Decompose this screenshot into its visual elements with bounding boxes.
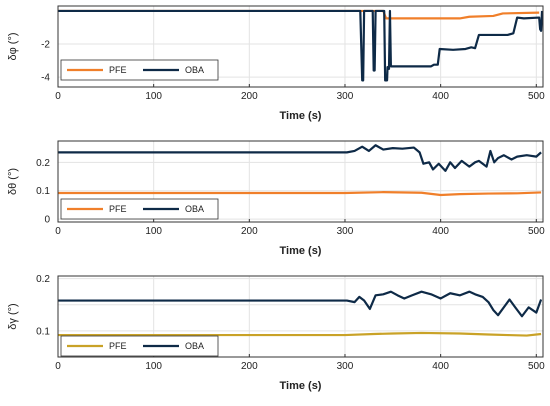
legend-label-oba: OBA <box>185 204 204 214</box>
legend-label-pfe: PFE <box>109 341 127 351</box>
y-tick-label: -2 <box>41 40 50 51</box>
series-line-oba <box>58 290 543 318</box>
x-tick-label: 0 <box>55 226 61 237</box>
series-line-oba <box>58 144 542 172</box>
subplot-1: 0 100 200 300 400 500 -4 -2 Time (s) δφ (°) PFE OBA <box>7 5 545 122</box>
y-tick-label: 0.1 <box>36 186 50 197</box>
axes-frame <box>57 140 544 223</box>
x-tick-label: 0 <box>55 91 61 102</box>
subplot-2: 0 100 200 300 400 500 0 0.1 0.2 Time (s) δθ (°) PFE… <box>7 140 545 257</box>
x-tick-label: 0 <box>55 361 61 372</box>
axes-frame <box>57 275 544 358</box>
y-tick-label: 0.2 <box>36 274 50 285</box>
x-tick-label: 500 <box>528 361 545 372</box>
x-tick-label: 400 <box>432 226 449 237</box>
x-tick-label: 400 <box>432 91 449 102</box>
series-line-oba <box>58 9 543 82</box>
x-axis-label: Time (s) <box>280 245 322 257</box>
legend-label-pfe: PFE <box>109 65 127 75</box>
x-tick-label: 500 <box>528 91 545 102</box>
x-tick-label: 400 <box>432 361 449 372</box>
subplot-3: 0 100 200 300 400 500 0.1 0.2 Time (s) δγ (°) PFE O… <box>7 274 545 392</box>
x-axis-label: Time (s) <box>280 380 322 392</box>
legend: PFE OBA <box>60 335 219 357</box>
legend-label-pfe: PFE <box>109 204 127 214</box>
y-axis-label: δγ (°) <box>7 303 19 329</box>
legend-box <box>60 198 219 220</box>
axes-frame <box>57 5 544 88</box>
x-tick-label: 100 <box>145 361 162 372</box>
legend-box <box>60 59 219 81</box>
x-tick-label: 300 <box>337 91 354 102</box>
series-line-pfe <box>58 331 542 337</box>
x-tick-label: 300 <box>337 361 354 372</box>
x-tick-label: 200 <box>241 361 258 372</box>
legend-label-oba: OBA <box>185 341 204 351</box>
x-tick-label: 300 <box>337 226 354 237</box>
y-tick-label: 0 <box>44 215 50 226</box>
x-tick-label: 100 <box>145 91 162 102</box>
x-tick-label: 100 <box>145 226 162 237</box>
series-line-pfe <box>58 191 542 197</box>
legend-label-oba: OBA <box>185 65 204 75</box>
y-axis-label: δφ (°) <box>7 32 19 60</box>
y-tick-label: 0.1 <box>36 326 50 337</box>
x-tick-label: 200 <box>241 91 258 102</box>
x-axis-label: Time (s) <box>280 110 322 122</box>
legend: PFE OBA <box>60 59 219 81</box>
y-tick-label: 0.2 <box>36 158 50 169</box>
x-tick-label: 200 <box>241 226 258 237</box>
y-axis-label: δθ (°) <box>7 168 19 195</box>
legend-box <box>60 335 219 357</box>
y-tick-label: -4 <box>41 73 50 84</box>
legend: PFE OBA <box>60 198 219 220</box>
x-tick-label: 500 <box>528 226 545 237</box>
